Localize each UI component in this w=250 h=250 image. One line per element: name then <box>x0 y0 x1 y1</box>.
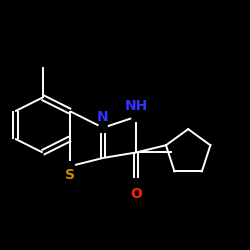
Text: O: O <box>130 187 142 201</box>
Text: NH: NH <box>124 99 148 113</box>
Text: S: S <box>65 168 75 182</box>
Text: N: N <box>97 110 109 124</box>
